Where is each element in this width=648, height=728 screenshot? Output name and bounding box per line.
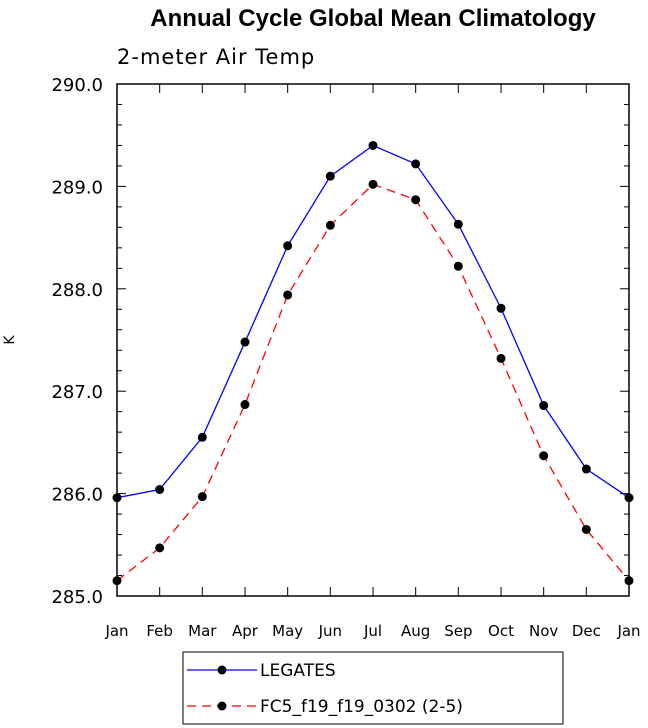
data-point — [368, 179, 378, 189]
data-point — [411, 195, 421, 205]
y-axis-label: K — [2, 335, 18, 345]
x-tick-label: Apr — [232, 622, 259, 640]
data-point — [155, 543, 165, 553]
data-point — [197, 492, 207, 502]
data-point — [581, 524, 591, 534]
data-point — [453, 219, 463, 229]
x-tick-label: Sep — [444, 622, 472, 640]
data-point — [325, 171, 335, 181]
x-tick-label: Mar — [188, 622, 217, 640]
legend-entries: LEGATES FC5_f19_f19_0302 (2-5) — [187, 661, 463, 717]
y-tick-label: 286.0 — [51, 485, 103, 506]
y-tick-label: 285.0 — [51, 587, 103, 608]
x-tick-label: May — [272, 622, 303, 640]
data-point — [539, 401, 549, 411]
x-tick-label: Jul — [363, 622, 382, 640]
data-point — [197, 432, 207, 442]
data-point — [112, 576, 122, 586]
data-point — [112, 493, 122, 503]
data-point — [411, 159, 421, 169]
data-point — [581, 464, 591, 474]
data-point — [453, 261, 463, 271]
data-point — [325, 220, 335, 230]
legend-marker — [217, 665, 227, 675]
x-tick-label: Jun — [318, 622, 342, 640]
data-point — [368, 140, 378, 150]
chart-title: Annual Cycle Global Mean Climatology — [150, 5, 596, 32]
data-point — [155, 485, 165, 495]
x-tick-label: Jan — [104, 622, 128, 640]
x-tick-label: Aug — [401, 622, 430, 640]
chart-subtitle: 2-meter Air Temp — [117, 45, 315, 69]
legend-marker — [217, 701, 227, 711]
data-point — [240, 337, 250, 347]
x-tick-label: Jan — [616, 622, 640, 640]
x-tick-label: Dec — [572, 622, 601, 640]
series-line — [116, 144, 630, 499]
x-tick-label: Nov — [529, 622, 558, 640]
data-point — [496, 303, 506, 313]
data-point — [539, 451, 549, 461]
y-tick-label: 290.0 — [51, 75, 103, 96]
data-point — [496, 353, 506, 363]
legend-label: FC5_f19_f19_0302 (2-5) — [260, 697, 463, 717]
y-tick-label: 288.0 — [51, 280, 103, 301]
x-tick-label: Oct — [488, 622, 514, 640]
plot-frame — [116, 83, 630, 597]
data-point — [624, 493, 634, 503]
ticks-layer: 285.0 286.0 287.0 288.0 289.0 290.0 Jan Feb Mar A… — [51, 75, 640, 640]
data-point — [283, 241, 293, 251]
legend — [182, 651, 564, 725]
data-point — [240, 400, 250, 410]
series-line — [116, 183, 630, 582]
y-tick-label: 289.0 — [51, 177, 103, 198]
y-tick-label: 287.0 — [51, 382, 103, 403]
series-layer — [112, 140, 634, 586]
data-point — [283, 290, 293, 300]
x-tick-label: Feb — [146, 622, 173, 640]
data-point — [624, 576, 634, 586]
legend-label: LEGATES — [260, 661, 336, 681]
